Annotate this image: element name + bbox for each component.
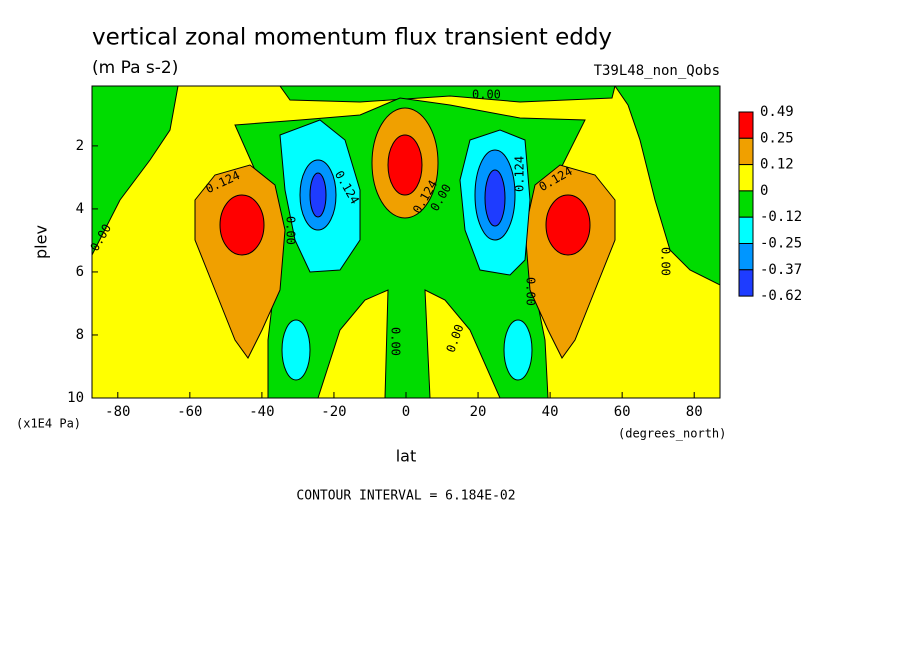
contour-label: 0.00 <box>389 327 403 356</box>
contour-region <box>309 172 327 218</box>
colorbar-label: -0.25 <box>760 236 802 252</box>
x-tick-label: 80 <box>686 404 703 420</box>
x-axis-label: lat <box>396 447 417 466</box>
colorbar-label: 0.25 <box>760 130 794 146</box>
y-axis-label: plev <box>32 225 51 259</box>
x-tick-label: 0 <box>402 404 410 420</box>
colorbar-label: 0 <box>760 183 768 199</box>
colorbar-box <box>738 190 754 218</box>
colorbar-label: -0.62 <box>760 288 802 304</box>
colorbar-box <box>738 111 754 139</box>
colorbar-label: 0.12 <box>760 157 794 173</box>
contour-region <box>387 134 423 196</box>
y-tick-label: 6 <box>76 264 84 280</box>
footer: CONTOUR INTERVAL = 6.184E-02 <box>296 489 515 504</box>
colorbar-box <box>738 269 754 297</box>
colorbar-box <box>738 243 754 271</box>
contour-label: 0.00 <box>472 88 501 102</box>
x-tick-label: -80 <box>105 404 130 420</box>
chart-title: vertical zonal momentum flux transient e… <box>92 25 612 51</box>
colorbar-box <box>738 164 754 192</box>
x-tick-label: 40 <box>542 404 559 420</box>
y-tick-label: 4 <box>76 201 84 217</box>
contour-region <box>484 169 506 227</box>
contour-labels: 0.00 0.124 0.124 0.00 0.124 0.00 0.124 0… <box>88 88 673 356</box>
contour-region <box>281 319 311 381</box>
colorbar-label: 0.49 <box>760 104 794 120</box>
contour-region <box>503 319 533 381</box>
contour-region <box>545 194 591 256</box>
x-axis-units: (degrees_north) <box>618 427 726 441</box>
y-tick-label: 10 <box>67 390 84 406</box>
y-tick-label: 8 <box>76 327 84 343</box>
plot-area <box>91 85 721 399</box>
x-tick-label: 60 <box>614 404 631 420</box>
colorbar-label: -0.12 <box>760 209 802 225</box>
y-axis-units: (x1E4 Pa) <box>16 417 81 431</box>
run-label: T39L48_non_Qobs <box>594 63 720 79</box>
colorbar-box <box>738 137 754 166</box>
x-tick-label: 20 <box>470 404 487 420</box>
contour-region <box>219 194 265 256</box>
y-tick-label: 2 <box>76 138 84 154</box>
chart-subtitle: (m Pa s-2) <box>92 58 178 78</box>
colorbar-box <box>738 216 754 244</box>
x-tick-label: -20 <box>321 404 346 420</box>
colorbar-label: -0.37 <box>760 262 802 278</box>
x-tick-label: -40 <box>249 404 274 420</box>
contour-label: 0.124 <box>513 156 527 192</box>
contour-label: 0.00 <box>659 247 673 276</box>
contour-label: 0.00 <box>284 216 298 245</box>
contour-label: 0.00 <box>524 277 538 306</box>
contour-region <box>279 85 616 103</box>
x-tick-label: -60 <box>177 404 202 420</box>
